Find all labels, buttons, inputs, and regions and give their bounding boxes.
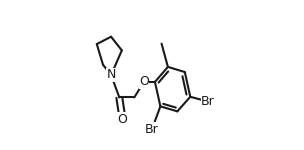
Text: N: N: [106, 69, 116, 81]
Text: O: O: [118, 113, 127, 126]
Text: O: O: [139, 75, 149, 88]
Text: Br: Br: [201, 95, 215, 108]
Text: Br: Br: [145, 123, 159, 136]
